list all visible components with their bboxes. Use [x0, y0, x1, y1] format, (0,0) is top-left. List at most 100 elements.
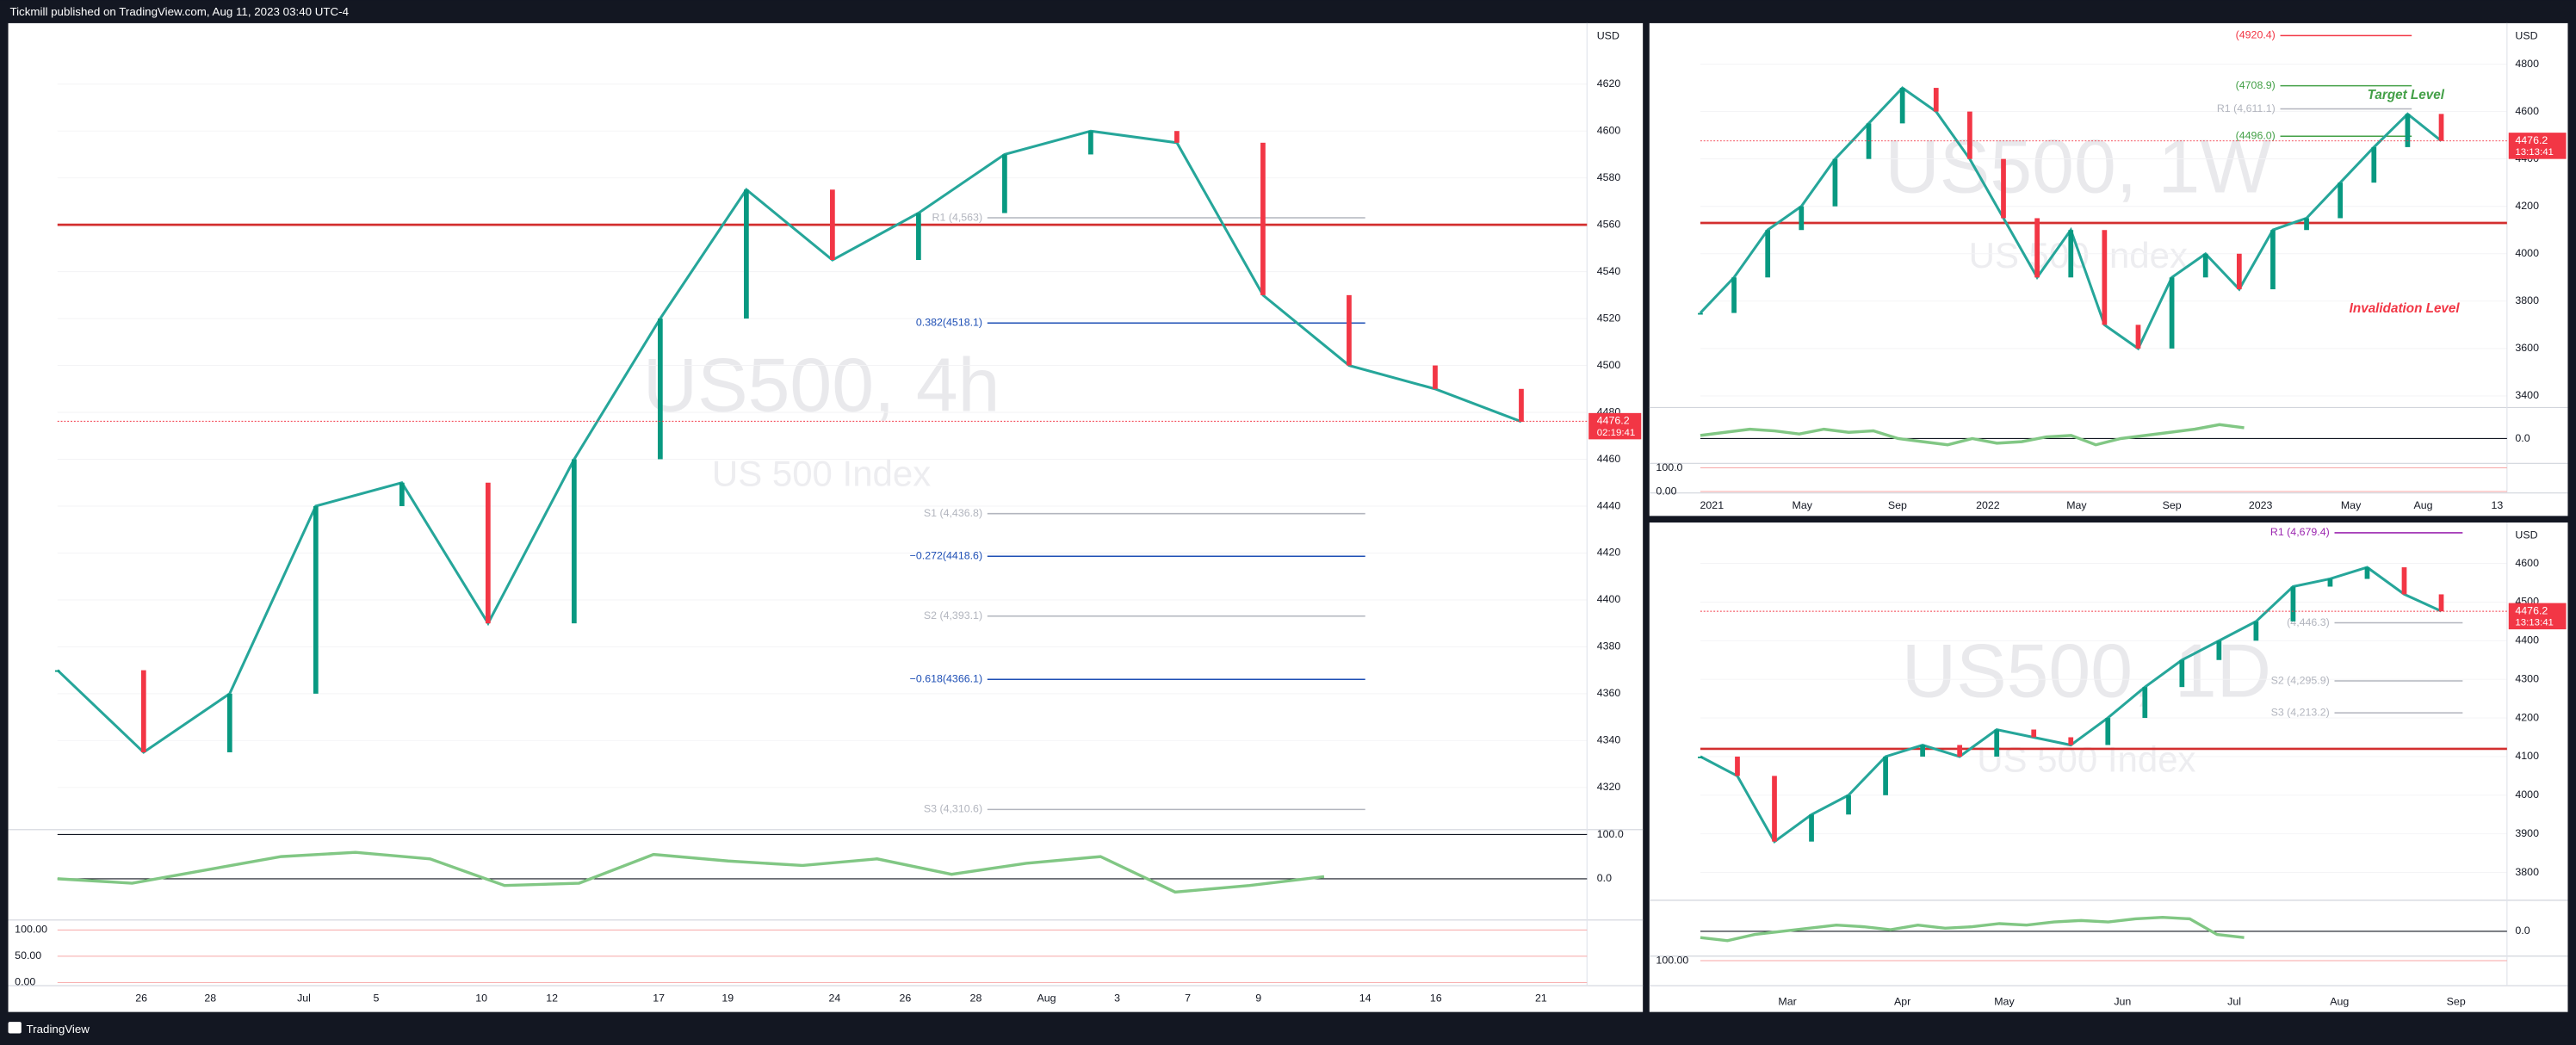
x-tick-label: 26 [135, 992, 147, 1005]
candle [1174, 131, 1180, 143]
candle [1519, 388, 1524, 422]
osc2-tick-label: 50.00 [15, 949, 41, 962]
price-tag-value: 4476.2 [2515, 134, 2548, 146]
x-tick-label: May [1994, 995, 2015, 1007]
candle [2290, 586, 2296, 621]
price-line [1700, 566, 2443, 844]
brand-logo [8, 1022, 22, 1034]
y-tick-label: 4500 [1597, 359, 1621, 371]
candle [1735, 756, 1740, 776]
x-tick-label: 26 [899, 992, 911, 1005]
candle [2216, 640, 2222, 660]
candle [2135, 325, 2141, 349]
y-tick-label: 4340 [1597, 734, 1621, 746]
x-tick-label: 10 [475, 992, 487, 1005]
osc2-tick-label: 0.00 [15, 976, 35, 988]
candle [2304, 218, 2309, 231]
osc2-tick-label: 100.00 [1656, 954, 1688, 966]
osc-tick-label: 100.0 [1597, 828, 1624, 840]
candle [2179, 659, 2185, 688]
x-tick-label: 12 [546, 992, 558, 1005]
x-tick-label: 19 [721, 992, 734, 1005]
price-tag [1588, 412, 1642, 440]
currency-label: USD [2515, 29, 2537, 41]
y-tick-label: 4200 [2515, 200, 2539, 212]
y-tick-label: 3900 [2515, 827, 2539, 839]
candle [1088, 131, 1093, 155]
chart-panel: US500, 1D US 500 Index 3800 3900 4000 4100 420… [1649, 522, 2568, 1012]
candle [2142, 687, 2148, 719]
x-tick-label: Mar [1778, 995, 1796, 1007]
osc-line [1700, 423, 2245, 447]
osc2-tick-label: 0.00 [1656, 485, 1676, 497]
osc-tick-label: 0.0 [2515, 924, 2530, 937]
chart-panel: US500, 4h US 500 Index 4320 4340 4360 4380 440… [8, 22, 1644, 1012]
candle [744, 189, 749, 319]
y-tick-label: 3600 [2515, 342, 2539, 354]
y-tick-label: 4400 [1597, 593, 1621, 605]
level-label: S2 (4,393.1) [924, 609, 982, 621]
watermark: US500, 1D [1902, 629, 2271, 714]
y-tick-label: 3800 [2515, 294, 2539, 306]
x-tick-label: 2021 [1700, 499, 1725, 511]
candle [2438, 594, 2444, 612]
candle [2438, 114, 2444, 141]
y-tick-label: 4420 [1597, 547, 1621, 559]
level-label: S3 (4,213.2) [2271, 706, 2330, 718]
candle [54, 670, 60, 672]
annotation: Invalidation Level [2350, 301, 2461, 316]
watermark-subtitle: US 500 Index [712, 454, 931, 494]
candle [1933, 88, 1939, 112]
level-label: R1 (4,611.1) [2217, 102, 2276, 114]
level-label: (4708.9) [2236, 79, 2276, 91]
osc-line [1700, 916, 2245, 943]
candle [226, 693, 232, 752]
candle [1698, 756, 1703, 758]
x-tick-label: 28 [970, 992, 982, 1005]
candle [2031, 729, 2037, 738]
price-tag-timer: 02:19:41 [1597, 428, 1636, 438]
publish-info: Tickmill published on TradingView.com, A… [9, 5, 349, 18]
candle [571, 459, 577, 624]
x-tick-label: 21 [1535, 992, 1547, 1005]
candle [313, 505, 319, 694]
annotation: Target Level [2368, 88, 2445, 102]
price-tag-timer: 13:13:41 [2515, 147, 2554, 158]
y-tick-label: 4400 [2515, 634, 2539, 646]
brand: TradingView [27, 1023, 90, 1036]
level-label: −0.272(4418.6) [910, 550, 982, 562]
candle [2202, 253, 2208, 278]
candle [2068, 230, 2074, 278]
candle [1002, 154, 1007, 213]
level-label: R1 (4,563) [932, 211, 983, 223]
level-label: S1 (4,436.8) [924, 507, 982, 519]
y-tick-label: 4600 [1597, 124, 1621, 136]
level-label: R1 (4,679.4) [2270, 526, 2330, 538]
candle [2001, 158, 2006, 219]
x-tick-label: May [1793, 499, 1813, 511]
x-tick-label: Aug [2414, 499, 2433, 511]
x-tick-label: Jul [2227, 995, 2241, 1007]
panel-bg [8, 22, 1644, 1012]
candle [140, 670, 146, 752]
candle [1832, 158, 1838, 207]
y-tick-label: 4620 [1597, 77, 1621, 90]
level-label: S3 (4,310.6) [924, 803, 982, 815]
candle [1920, 745, 1925, 757]
x-tick-label: 14 [1359, 992, 1372, 1005]
candle [2327, 578, 2333, 587]
x-tick-label: 24 [828, 992, 840, 1005]
osc-tick-label: 0.0 [2515, 432, 2530, 444]
price-tag-timer: 13:13:41 [2515, 617, 2554, 628]
chart-panel: US500, 1W US 500 Index 3400 3600 3800 4000 420… [1649, 22, 2568, 516]
candle [1698, 312, 1703, 315]
y-tick-label: 4460 [1597, 453, 1621, 465]
x-tick-label: Aug [1037, 992, 1056, 1005]
candle [1846, 795, 1851, 815]
y-tick-label: 4000 [2515, 788, 2539, 801]
osc2-tick-label: 100.0 [1656, 461, 1682, 473]
y-tick-label: 4360 [1597, 687, 1621, 699]
candle [830, 189, 835, 260]
x-tick-label: Sep [2163, 499, 2182, 511]
candle [2102, 230, 2108, 325]
